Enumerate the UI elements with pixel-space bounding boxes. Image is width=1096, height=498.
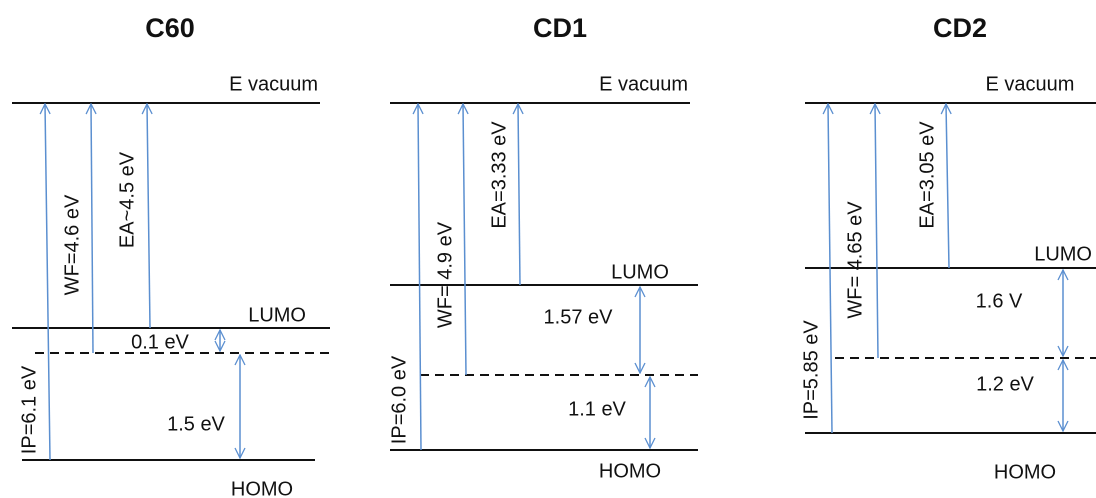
wf-arrow xyxy=(91,104,93,354)
homo-label: HOMO xyxy=(599,460,661,482)
homo-label: HOMO xyxy=(231,478,293,498)
gap-label: 1.57 eV xyxy=(544,306,614,328)
wf-label: WF= 4.65 eV xyxy=(844,201,866,319)
vacuum-label: E vacuum xyxy=(599,73,688,95)
lumo-label: LUMO xyxy=(1034,243,1092,265)
homo-label: HOMO xyxy=(994,461,1056,483)
panel-cd2: CD2 E vacuum LUMO HOMO IP=5.85 eV WF= 4.… xyxy=(800,13,1096,483)
ea-arrow xyxy=(147,104,150,329)
wf-label: WF= 4.9 eV xyxy=(434,221,456,328)
ip-arrow xyxy=(828,104,832,434)
panel-title: CD2 xyxy=(933,13,987,43)
panel-c60: C60 E vacuum LUMO HOMO IP=6.1 eV WF=4.6 … xyxy=(12,13,330,498)
panel-cd1: CD1 E vacuum LUMO HOMO IP=6.0 eV WF= 4.9… xyxy=(388,13,698,482)
vacuum-label: E vacuum xyxy=(986,73,1075,95)
ip-label: IP=5.85 eV xyxy=(800,320,822,420)
ip-arrow xyxy=(45,104,51,461)
gap-label: 0.1 eV xyxy=(131,331,189,353)
ea-label: EA=3.05 eV xyxy=(916,121,938,229)
gap-label: 1.6 V xyxy=(976,290,1023,312)
wf-arrow xyxy=(463,104,466,376)
ip-label: IP=6.1 eV xyxy=(18,365,40,454)
ip-label: IP=6.0 eV xyxy=(388,355,410,444)
lumo-label: LUMO xyxy=(611,261,669,283)
panel-title: CD1 xyxy=(533,13,587,43)
gap-label: 1.2 eV xyxy=(976,373,1034,395)
ea-label: EA=3.33 eV xyxy=(488,121,510,229)
wf-label: WF=4.6 eV xyxy=(61,194,83,295)
lumo-label: LUMO xyxy=(248,304,306,326)
ip-arrow xyxy=(418,104,421,451)
ea-arrow xyxy=(946,104,949,269)
gap-label: 1.1 eV xyxy=(568,398,626,420)
ea-arrow xyxy=(518,104,520,286)
ea-label: EA~4.5 eV xyxy=(116,151,138,248)
panel-title: C60 xyxy=(145,13,195,43)
wf-arrow xyxy=(875,104,878,359)
gap-label: 1.5 eV xyxy=(167,413,225,435)
vacuum-label: E vacuum xyxy=(229,73,318,95)
